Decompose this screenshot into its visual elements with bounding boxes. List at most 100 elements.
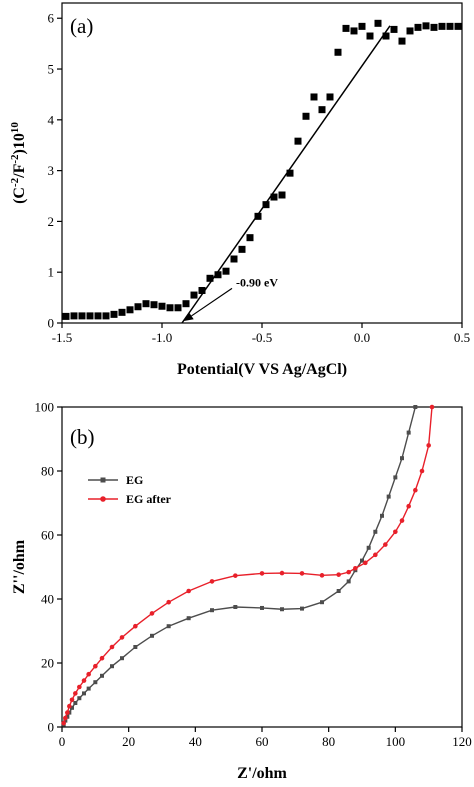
data-point-eg-after [186,588,191,594]
panel-label-a: (a) [70,14,93,38]
data-point-eg [380,513,384,518]
data-point [94,312,102,320]
y-axis-ticks-b: 0 20 40 60 80 100 [35,400,62,735]
data-point-eg [86,686,91,691]
data-point-eg-after [65,710,70,715]
data-point [254,212,262,220]
data-point-eg [336,589,341,593]
legend: EG EG after [88,473,172,506]
annotation-label: -0.90 eV [236,275,278,289]
data-point-eg [186,616,191,621]
data-point [326,93,334,101]
panel-b: 0 20 40 60 80 100 120 0 20 40 60 80 100 (b) EG EG a… [11,400,472,783]
x-tick-label-b: 60 [256,734,269,749]
x-tick-label-b: 80 [322,734,335,749]
data-point-eg [133,645,138,649]
data-point-eg [120,656,124,661]
data-point [438,22,446,30]
y-tick-label-b: 80 [41,464,54,479]
data-point-eg-after [336,572,341,577]
panel-label-b: (b) [70,425,95,449]
data-point-eg-after [166,599,171,605]
plot-frame-b [61,406,463,728]
data-point [382,32,390,40]
data-point [414,23,422,31]
data-point-eg-after [429,404,435,410]
data-point [334,48,342,56]
data-point [390,25,398,33]
data-point [238,245,246,253]
x-tick-label-b: 40 [189,734,202,749]
series-line-eg [63,406,417,725]
data-point-eg [386,494,391,499]
data-point-eg [360,558,364,563]
data-point-eg-after [99,655,105,661]
data-point [358,22,366,30]
legend-marker-eg-after [100,496,106,502]
data-point-eg-after [149,611,155,616]
data-point [278,191,286,199]
data-point-eg [166,624,171,629]
data-point [446,22,454,30]
data-point [374,19,382,27]
data-point [350,27,358,35]
data-point-eg-after [61,720,66,726]
data-point [302,112,310,120]
data-point-eg-after [63,715,68,721]
x-tick-label-a: -1.0 [152,330,173,345]
data-point-eg [393,475,398,480]
x-tick-label-a: -1.5 [52,330,73,345]
data-point-eg-after [67,703,72,709]
y-axis-label-a: (C-2/F-2)1010 [9,122,28,204]
y-tick-label-a: 1 [48,265,55,280]
data-point-eg [280,607,284,612]
data-points-a [62,19,462,320]
data-point-eg [210,608,214,613]
data-point [190,291,198,299]
data-point-eg-after [426,443,431,448]
data-point [118,308,126,316]
series-group-b [61,404,435,727]
x-axis-label-b: Z'/ohm [237,765,287,782]
data-point-eg-after [86,671,91,677]
data-point-eg [346,579,351,584]
data-point [62,312,70,320]
y-tick-label-b: 100 [35,400,55,415]
data-point [262,201,270,209]
data-point [70,312,78,320]
data-point [422,22,430,30]
data-point-eg [77,696,82,701]
data-point-eg [70,705,74,710]
legend-label-eg: EG [126,473,143,487]
data-point-eg-after [233,573,238,578]
data-point-eg-after [346,569,351,575]
data-point [158,302,166,310]
data-point-eg [100,673,104,678]
data-point-eg-after [406,503,411,509]
data-point-eg-after [93,663,98,669]
data-point-eg [260,605,264,610]
data-point [134,303,142,311]
data-point-eg-after [393,529,398,535]
y-tick-label-a: 5 [48,62,55,77]
data-point [430,23,438,31]
x-tick-label-b: 0 [59,734,66,749]
annotation-arrowhead [184,312,194,321]
data-point-eg-after [373,552,378,558]
data-point [270,193,278,201]
data-point-eg-after [363,560,368,566]
data-point-eg [73,701,78,705]
annotation-arrow [191,287,233,317]
data-point [318,106,326,114]
y-tick-label-a: 2 [48,214,55,229]
y-tick-label-a: 6 [48,11,55,26]
data-point-eg-after [209,579,215,584]
x-tick-label-b: 100 [386,734,406,749]
y-tick-label-b: 40 [41,592,54,607]
series-line-eg-after [63,406,433,724]
data-point-eg-after [299,571,305,576]
legend-label-eg-after: EG after [126,492,172,506]
data-point-eg-after [133,623,138,629]
data-point [102,312,110,320]
data-point-eg-after [77,684,82,690]
